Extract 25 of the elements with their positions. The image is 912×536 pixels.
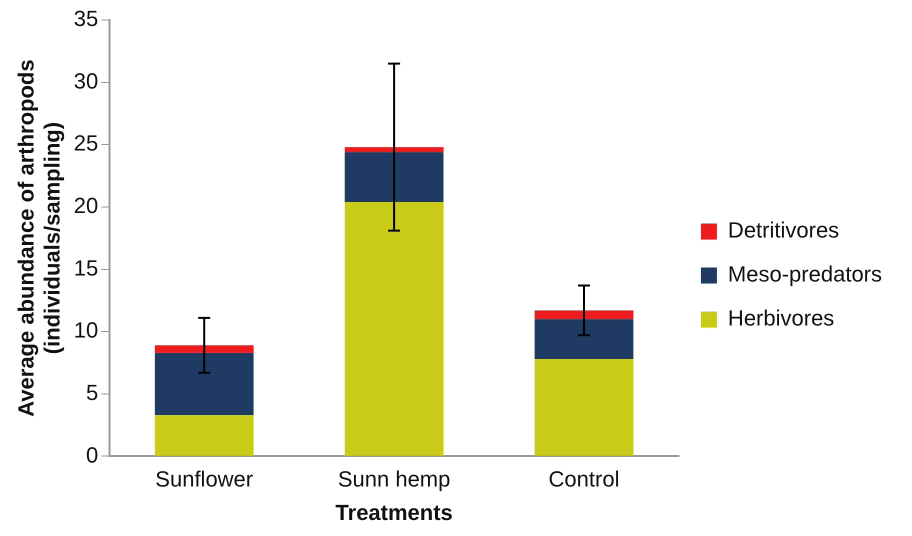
y-tick-label: 10 <box>74 318 98 343</box>
y-tick-label: 5 <box>86 380 98 405</box>
y-axis-title: Average abundance of arthropods (individuals/sampling) <box>13 59 65 417</box>
bar <box>344 202 444 456</box>
y-tick-label: 35 <box>74 6 98 32</box>
x-tick-label: Control <box>548 466 620 492</box>
bar <box>534 319 634 359</box>
bar <box>534 310 634 320</box>
bar <box>154 415 254 456</box>
bar <box>344 152 444 202</box>
y-tick-label: 30 <box>74 68 98 94</box>
x-axis-title: Treatments <box>335 500 453 525</box>
y-tick-label: 15 <box>74 255 98 280</box>
y-tick-label: 0 <box>86 442 98 468</box>
bar <box>534 358 634 456</box>
y-tick-label: 25 <box>74 130 98 156</box>
bar <box>344 147 444 152</box>
legend-label: Meso-predators <box>728 262 882 287</box>
x-tick-label: Sunn hemp <box>338 466 450 492</box>
legend-label: Herbivores <box>728 306 834 331</box>
y-tick-label: 20 <box>74 193 98 218</box>
legend-label: Detritivores <box>728 218 840 243</box>
x-tick-label: Sunflower <box>155 466 254 492</box>
bar <box>154 345 254 353</box>
bar <box>154 352 254 416</box>
